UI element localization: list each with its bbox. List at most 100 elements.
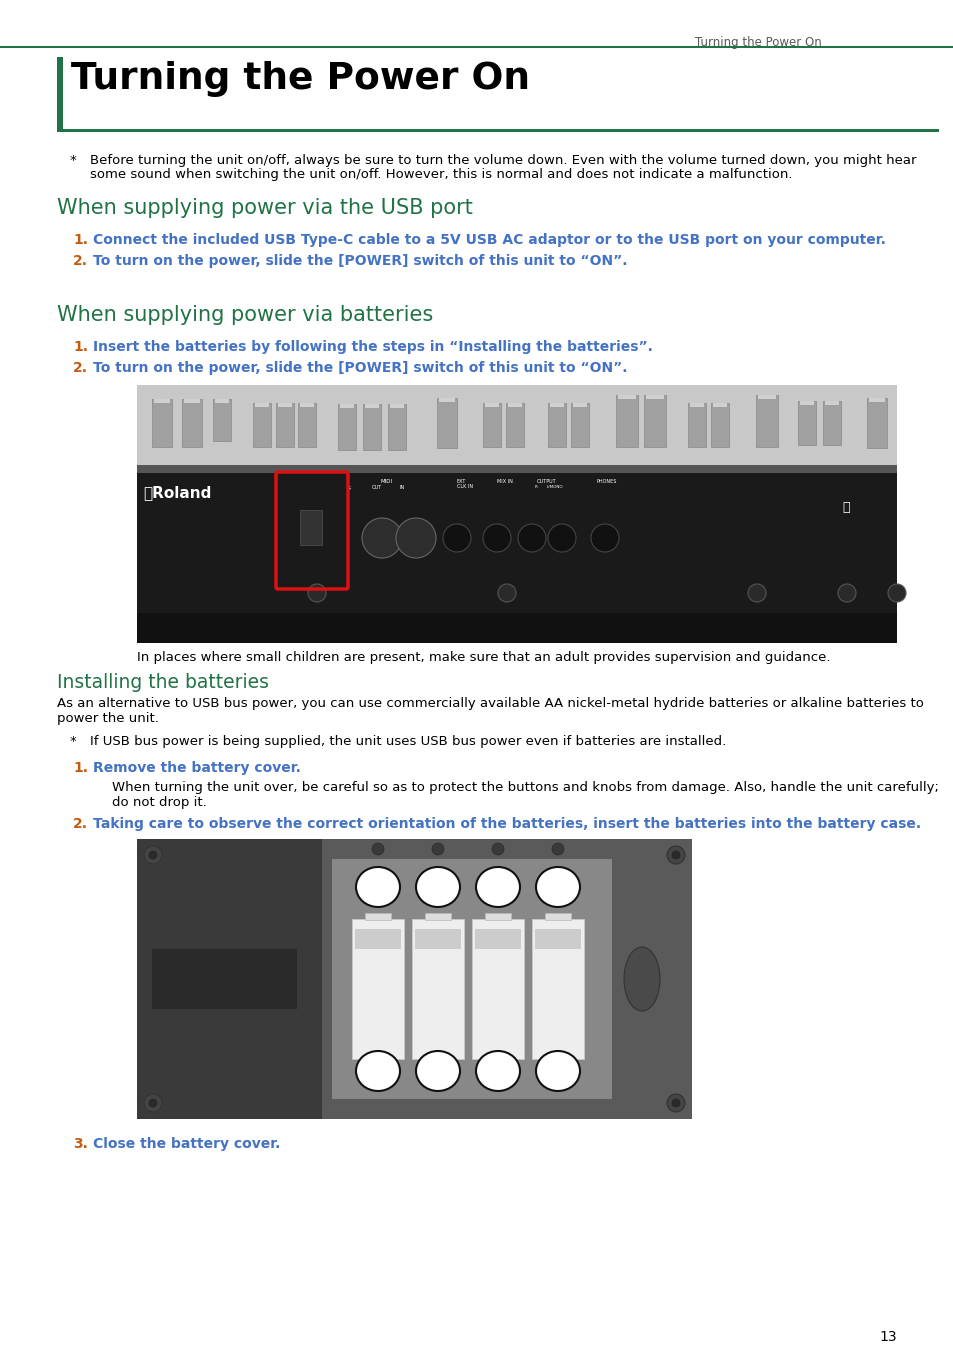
Text: +: + bbox=[548, 1062, 567, 1081]
Bar bbox=[184, 400, 200, 404]
Bar bbox=[618, 396, 636, 400]
Bar bbox=[299, 510, 322, 545]
Bar bbox=[137, 838, 322, 1119]
Bar bbox=[544, 913, 571, 919]
Bar bbox=[363, 404, 380, 450]
Text: 2.: 2. bbox=[73, 360, 88, 375]
Bar bbox=[254, 404, 269, 406]
Bar bbox=[152, 400, 172, 447]
Circle shape bbox=[671, 1099, 679, 1107]
Text: −: − bbox=[368, 1062, 387, 1081]
Bar bbox=[137, 613, 896, 643]
Bar bbox=[424, 913, 451, 919]
Bar bbox=[0, 46, 953, 49]
Circle shape bbox=[144, 846, 162, 864]
Bar bbox=[800, 401, 813, 405]
Text: ON  ●  ●  OFF: ON ● ● OFF bbox=[284, 495, 318, 501]
Bar bbox=[182, 400, 202, 447]
Text: Insert the batteries by following the steps in “Installing the batteries”.: Insert the batteries by following the st… bbox=[92, 340, 652, 354]
Circle shape bbox=[666, 846, 684, 864]
Bar bbox=[424, 1058, 451, 1062]
Bar bbox=[484, 404, 498, 406]
Text: ⚡: ⚡ bbox=[346, 486, 351, 491]
Ellipse shape bbox=[623, 946, 659, 1011]
Text: To turn on the power, slide the [POWER] switch of this unit to “ON”.: To turn on the power, slide the [POWER] … bbox=[92, 254, 627, 269]
Circle shape bbox=[442, 524, 471, 552]
Ellipse shape bbox=[476, 1052, 519, 1091]
Bar bbox=[365, 404, 378, 408]
Text: Connect the included USB Type-C cable to a 5V USB AC adaptor or to the USB port : Connect the included USB Type-C cable to… bbox=[92, 234, 885, 247]
Bar bbox=[712, 404, 726, 406]
Bar bbox=[137, 472, 896, 613]
Text: R: R bbox=[535, 485, 537, 489]
Text: −: − bbox=[548, 878, 567, 898]
Text: 2.: 2. bbox=[73, 817, 88, 832]
Bar bbox=[214, 400, 229, 404]
Bar bbox=[352, 919, 403, 1058]
Text: +: + bbox=[428, 1062, 447, 1081]
Bar bbox=[643, 396, 665, 447]
Bar bbox=[388, 404, 406, 450]
Text: As an alternative to USB bus power, you can use commercially available AA nickel: As an alternative to USB bus power, you … bbox=[57, 697, 923, 710]
Bar bbox=[687, 404, 705, 447]
Text: 1.: 1. bbox=[73, 761, 88, 775]
Circle shape bbox=[547, 524, 576, 552]
Bar bbox=[868, 398, 884, 402]
Circle shape bbox=[837, 585, 855, 602]
Text: When supplying power via batteries: When supplying power via batteries bbox=[57, 305, 433, 325]
Bar bbox=[275, 404, 294, 447]
Ellipse shape bbox=[416, 867, 459, 907]
Text: do not drop it.: do not drop it. bbox=[112, 796, 207, 809]
Text: MIDI: MIDI bbox=[380, 479, 393, 485]
Text: Before turning the unit on/off, always be sure to turn the volume down. Even wit: Before turning the unit on/off, always b… bbox=[90, 154, 916, 167]
Bar bbox=[547, 404, 565, 447]
Text: power the unit.: power the unit. bbox=[57, 711, 159, 725]
Text: PHONES: PHONES bbox=[597, 479, 617, 485]
Bar bbox=[253, 404, 271, 447]
Text: 🔒: 🔒 bbox=[841, 501, 848, 514]
Text: 3.: 3. bbox=[73, 1137, 88, 1152]
Text: When supplying power via the USB port: When supplying power via the USB port bbox=[57, 198, 473, 217]
Bar bbox=[137, 838, 691, 1119]
Bar bbox=[822, 401, 841, 446]
Bar bbox=[297, 404, 315, 447]
Circle shape bbox=[395, 518, 436, 558]
Text: *: * bbox=[70, 154, 76, 167]
Bar bbox=[758, 396, 775, 400]
Circle shape bbox=[482, 524, 511, 552]
Ellipse shape bbox=[536, 1052, 579, 1091]
Bar bbox=[689, 404, 703, 406]
Ellipse shape bbox=[355, 867, 399, 907]
Text: −: − bbox=[488, 1062, 507, 1081]
Circle shape bbox=[552, 842, 563, 855]
Bar bbox=[866, 398, 886, 448]
Bar bbox=[484, 913, 511, 919]
Bar bbox=[645, 396, 663, 400]
Ellipse shape bbox=[476, 867, 519, 907]
Text: Turning the Power On: Turning the Power On bbox=[695, 36, 821, 49]
Text: When turning the unit over, be careful so as to protect the buttons and knobs fr: When turning the unit over, be careful s… bbox=[112, 782, 938, 794]
Circle shape bbox=[517, 524, 545, 552]
Bar bbox=[532, 919, 583, 1058]
Ellipse shape bbox=[416, 1052, 459, 1091]
Circle shape bbox=[492, 842, 503, 855]
Bar bbox=[412, 919, 463, 1058]
Text: −: − bbox=[428, 878, 447, 898]
Text: POWER: POWER bbox=[287, 486, 307, 491]
Circle shape bbox=[144, 1094, 162, 1112]
Text: OUT: OUT bbox=[372, 485, 382, 490]
Text: Installing the batteries: Installing the batteries bbox=[57, 674, 269, 693]
Bar bbox=[282, 478, 341, 583]
Bar bbox=[137, 464, 896, 472]
Bar bbox=[505, 404, 523, 447]
Circle shape bbox=[887, 585, 905, 602]
Text: 13: 13 bbox=[879, 1330, 896, 1345]
Circle shape bbox=[497, 585, 516, 602]
Text: +: + bbox=[488, 878, 507, 898]
Bar bbox=[365, 913, 391, 919]
Text: some sound when switching the unit on/off. However, this is normal and does not : some sound when switching the unit on/of… bbox=[90, 167, 792, 181]
Text: MIX IN: MIX IN bbox=[497, 479, 513, 485]
Text: CE: CE bbox=[177, 967, 192, 977]
Bar bbox=[365, 1058, 391, 1062]
Bar bbox=[571, 404, 588, 447]
